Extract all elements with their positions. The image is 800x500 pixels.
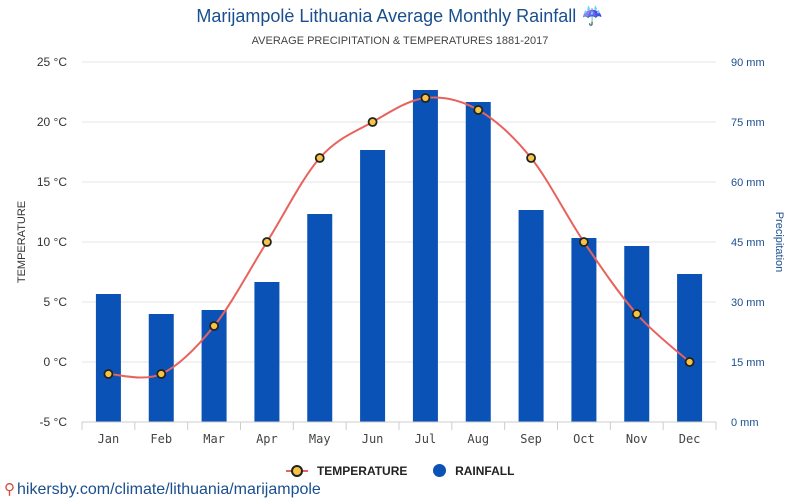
temperature-point bbox=[209, 321, 219, 331]
x-tick-label: Jun bbox=[362, 432, 384, 446]
rainfall-bar bbox=[148, 314, 174, 422]
rainfall-bar bbox=[465, 102, 491, 422]
right-tick-label: 75 mm bbox=[731, 117, 765, 129]
temperature-point bbox=[684, 357, 695, 367]
chart-legend: TEMPERATURE RAINFALL bbox=[0, 463, 800, 478]
rainfall-bar bbox=[360, 150, 386, 422]
left-tick-label: 25 °C bbox=[37, 55, 67, 69]
temperature-point bbox=[473, 105, 484, 115]
x-tick-label: Nov bbox=[626, 432, 648, 446]
temperature-legend-label[interactable]: TEMPERATURE bbox=[316, 463, 408, 478]
rainfall-bar bbox=[624, 246, 650, 422]
left-tick-label: 15 °C bbox=[37, 175, 67, 189]
rainfall-bar bbox=[412, 90, 438, 422]
temperature-point bbox=[420, 93, 431, 103]
rainfall-bar bbox=[307, 214, 333, 422]
right-tick-label: 45 mm bbox=[731, 237, 765, 249]
x-tick-label: Jul bbox=[415, 432, 437, 446]
temperature-point bbox=[367, 117, 378, 127]
chart-plot: -5 °C 0 °C 5 °C 10 °C 15 °C 20 °C 25 °C 0 mm 15 … bbox=[16, 55, 785, 446]
x-tick-label: Jan bbox=[98, 432, 120, 446]
temperature-point bbox=[579, 237, 589, 247]
temperature-point bbox=[262, 237, 272, 247]
temperature-line bbox=[108, 96, 691, 379]
x-tick-label: Oct bbox=[573, 432, 595, 446]
chart-title-text: Marijampolė Lithuania Average Monthly Ra… bbox=[196, 6, 577, 26]
left-tick-label: 20 °C bbox=[37, 115, 67, 129]
location-pin-icon: ⚲ bbox=[4, 481, 15, 498]
rainfall-bar bbox=[254, 282, 280, 422]
temperature-point bbox=[526, 153, 536, 163]
umbrella-icon: ☔ bbox=[581, 6, 604, 26]
chart-subtitle: AVERAGE PRECIPITATION & TEMPERATURES 188… bbox=[251, 35, 549, 47]
x-tick-label: Sep bbox=[520, 432, 542, 446]
x-tick-label: Mar bbox=[203, 432, 225, 446]
temperature-point bbox=[631, 309, 642, 319]
left-tick-label: 0 °C bbox=[44, 355, 68, 369]
right-tick-label: 15 mm bbox=[731, 357, 765, 369]
right-tick-label: 0 mm bbox=[731, 417, 759, 429]
rainfall-bar bbox=[95, 294, 121, 422]
temperature-legend-marker bbox=[285, 464, 308, 477]
rainfall-bar bbox=[571, 238, 597, 422]
right-axis-title: Precipitation bbox=[773, 212, 785, 273]
rainfall-bar bbox=[677, 274, 703, 422]
left-tick-label: 5 °C bbox=[44, 295, 68, 309]
x-tick-label: Feb bbox=[150, 432, 172, 446]
temperature-point bbox=[103, 369, 114, 379]
x-tick-label: Apr bbox=[256, 432, 278, 446]
left-tick-label: -5 °C bbox=[40, 415, 68, 429]
x-tick-label: May bbox=[309, 432, 331, 446]
right-tick-label: 30 mm bbox=[731, 297, 765, 309]
rainfall-bar bbox=[518, 210, 544, 422]
temperature-point bbox=[314, 153, 325, 163]
temperature-point bbox=[156, 369, 167, 379]
x-tick-label: Dec bbox=[679, 432, 701, 446]
chart-title: Marijampolė Lithuania Average Monthly Ra… bbox=[0, 6, 800, 27]
left-axis-title: TEMPERATURE bbox=[16, 201, 28, 283]
source-link-text[interactable]: hikersby.com/climate/lithuania/marijampo… bbox=[17, 481, 321, 498]
x-tick-label: Aug bbox=[467, 432, 489, 446]
right-tick-label: 90 mm bbox=[731, 57, 765, 69]
right-tick-label: 60 mm bbox=[731, 177, 765, 189]
rainfall-legend-marker bbox=[432, 464, 446, 478]
rainfall-legend-label[interactable]: RAINFALL bbox=[455, 463, 515, 478]
source-link[interactable]: ⚲ hikersby.com/climate/lithuania/marijamp… bbox=[4, 480, 321, 499]
left-tick-label: 10 °C bbox=[37, 235, 67, 249]
